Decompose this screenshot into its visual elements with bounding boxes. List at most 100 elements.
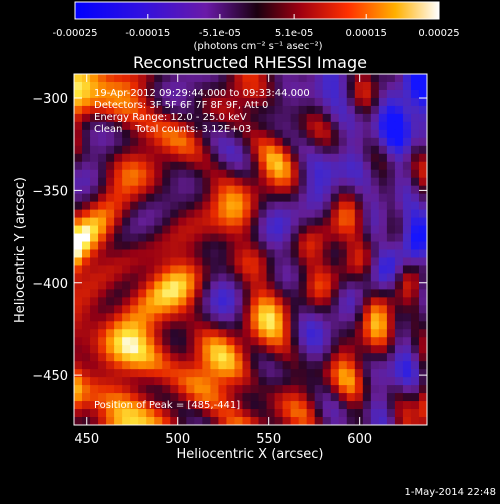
heatmap-cell: [234, 417, 244, 425]
heatmap-cell: [178, 113, 187, 123]
heatmap-cell: [362, 297, 372, 306]
heatmap-cell: [154, 89, 163, 99]
heatmap-cell: [146, 385, 155, 394]
heatmap-cell: [370, 265, 380, 275]
heatmap-cell: [106, 74, 115, 83]
heatmap-cell: [146, 417, 155, 425]
heatmap-cell: [178, 177, 187, 187]
heatmap-cell: [346, 81, 356, 91]
heatmap-cell: [290, 361, 300, 370]
heatmap-cell: [98, 129, 107, 139]
heatmap-cell: [298, 409, 308, 418]
heatmap-cell: [122, 145, 131, 155]
heatmap-cell: [330, 169, 340, 179]
heatmap-cell: [322, 345, 332, 354]
heatmap-cell: [226, 385, 236, 394]
heatmap-cell: [378, 377, 388, 386]
heatmap-cell: [250, 321, 260, 330]
heatmap-cell: [386, 377, 396, 386]
heatmap-cell: [298, 129, 308, 139]
heatmap-cell: [138, 249, 147, 259]
heatmap-cell: [282, 369, 292, 378]
heatmap-cell: [370, 361, 380, 370]
heatmap-cell: [274, 137, 284, 147]
heatmap-cell: [146, 273, 155, 283]
heatmap-cell: [266, 353, 276, 362]
heatmap-cell: [242, 305, 252, 314]
heatmap-cell: [378, 321, 388, 330]
heatmap-cell: [162, 113, 171, 123]
heatmap-cell: [106, 249, 115, 259]
heatmap-cell: [250, 281, 260, 290]
heatmap-cell: [138, 121, 147, 131]
heatmap-cell: [386, 337, 396, 346]
heatmap-cell: [234, 201, 244, 211]
heatmap-cell: [338, 265, 348, 275]
heatmap-cell: [410, 105, 420, 115]
heatmap-cell: [346, 129, 356, 139]
heatmap-cell: [370, 153, 380, 163]
heatmap-cell: [298, 361, 308, 370]
heatmap-cell: [74, 401, 83, 410]
heatmap-cell: [370, 129, 380, 139]
heatmap-cell: [354, 297, 364, 306]
heatmap-cell: [130, 337, 139, 346]
heatmap-cell: [306, 225, 316, 235]
heatmap-cell: [210, 177, 220, 187]
heatmap-cell: [330, 225, 340, 235]
heatmap-cell: [90, 81, 99, 91]
heatmap-cell: [122, 97, 131, 107]
heatmap-cell: [282, 401, 292, 410]
heatmap-cell: [178, 377, 187, 386]
heatmap-cell: [234, 345, 244, 354]
heatmap-cell: [330, 369, 340, 378]
heatmap-cell: [258, 217, 268, 227]
heatmap-cell: [346, 201, 356, 211]
heatmap-cell: [130, 145, 139, 155]
heatmap-cell: [234, 377, 244, 386]
heatmap-cell: [410, 321, 420, 330]
heatmap-cell: [178, 97, 187, 107]
heatmap-cell: [170, 201, 179, 211]
heatmap-cell: [162, 329, 171, 338]
heatmap-cell: [378, 265, 388, 275]
heatmap-cell: [122, 89, 131, 99]
heatmap-cell: [202, 169, 211, 179]
heatmap-cell: [234, 74, 244, 83]
heatmap-cell: [122, 313, 131, 322]
heatmap-cell: [314, 249, 324, 259]
heatmap-cell: [274, 281, 284, 290]
heatmap-cell: [226, 97, 236, 107]
heatmap-cell: [122, 121, 131, 131]
heatmap-cell: [162, 417, 171, 425]
heatmap-cell: [186, 401, 195, 410]
heatmap-cell: [82, 185, 91, 195]
heatmap-cell: [402, 137, 412, 147]
heatmap-cell: [282, 345, 292, 354]
heatmap-cell: [202, 313, 211, 322]
heatmap-cell: [202, 377, 211, 386]
heatmap-cell: [330, 409, 340, 418]
heatmap-cell: [282, 185, 292, 195]
heatmap-cell: [154, 361, 163, 370]
heatmap-cell: [218, 145, 228, 155]
heatmap-cell: [370, 345, 380, 354]
heatmap-cell: [274, 113, 284, 123]
heatmap-cell: [386, 345, 396, 354]
heatmap-cell: [394, 74, 404, 83]
heatmap-cell: [258, 177, 268, 187]
heatmap-cell: [338, 193, 348, 203]
heatmap-cell: [298, 297, 308, 306]
heatmap-cell: [354, 313, 364, 322]
heatmap-cell: [226, 297, 236, 306]
heatmap-cell: [98, 137, 107, 147]
heatmap-cell: [370, 137, 380, 147]
heatmap-cell: [218, 89, 228, 99]
heatmap-cell: [170, 393, 179, 402]
heatmap-cell: [354, 249, 364, 259]
heatmap-cell: [74, 345, 83, 354]
heatmap-cell: [138, 361, 147, 370]
heatmap-cell: [330, 209, 340, 219]
heatmap-cell: [362, 265, 372, 275]
heatmap-cell: [274, 265, 284, 275]
